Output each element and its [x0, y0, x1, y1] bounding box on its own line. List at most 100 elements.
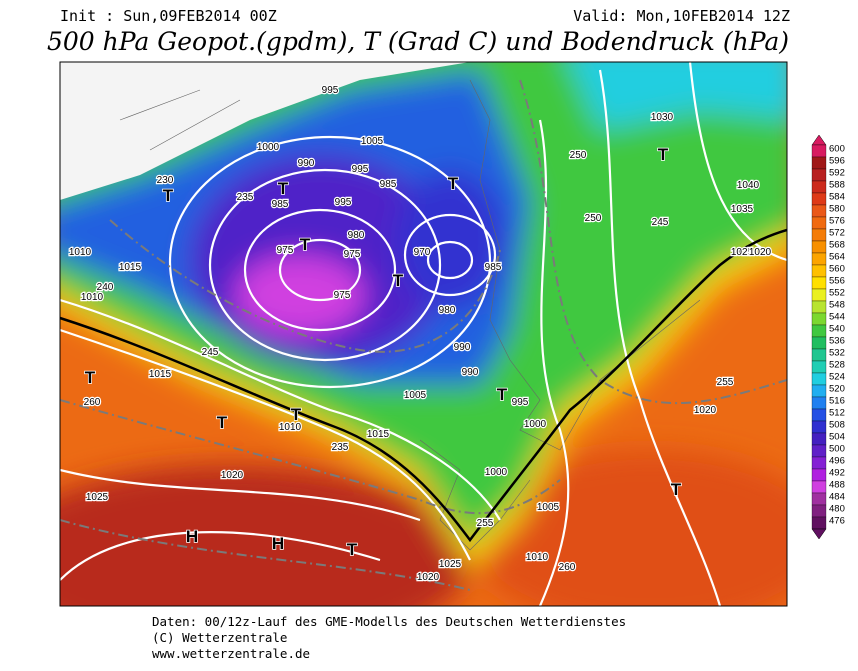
legend-swatch — [811, 504, 827, 518]
contour-label: 260 — [84, 397, 101, 408]
legend-label: 568 — [829, 240, 845, 251]
contour-label: 240 — [97, 282, 114, 293]
contour-label: 1040 — [737, 180, 760, 191]
pressure-center: T — [291, 405, 302, 424]
legend-label: 532 — [829, 348, 845, 359]
contour-label: 245 — [652, 217, 669, 228]
map-frame — [59, 61, 788, 607]
legend-label: 576 — [829, 216, 845, 227]
contour-label: 1020 — [221, 470, 244, 481]
legend-label: 524 — [829, 372, 845, 383]
contour-label: 1025 — [731, 247, 754, 258]
map-labels: 995 1000 990 985 1005 995 985 995 980 975 970 985 97… — [68, 84, 773, 585]
legend-label: 560 — [829, 264, 845, 275]
contour-label: 980 — [439, 305, 456, 316]
contour-label: 990 — [298, 158, 315, 169]
legend-swatch — [811, 264, 827, 278]
legend-label: 520 — [829, 384, 845, 395]
legend-swatch — [811, 276, 827, 290]
contour-label: 995 — [335, 197, 352, 208]
contour-label: 255 — [477, 518, 494, 529]
legend-swatch — [811, 216, 827, 230]
legend-swatch — [811, 360, 827, 374]
contour-label: 1020 — [749, 247, 772, 258]
contour-label: 1010 — [69, 247, 92, 258]
legend-swatch — [811, 324, 827, 338]
contour-label: 985 — [485, 262, 502, 273]
legend-label: 564 — [829, 252, 845, 263]
contour-label: 995 — [322, 85, 339, 96]
contour-label: 1000 — [524, 419, 547, 430]
legend-swatch — [811, 156, 827, 170]
legend-label: 548 — [829, 300, 845, 311]
legend-label: 484 — [829, 492, 845, 503]
geopotential-lines — [60, 79, 787, 591]
contour-label: 1035 — [731, 204, 754, 215]
legend-label: 492 — [829, 468, 845, 479]
legend-arrow — [811, 528, 827, 540]
footer-line: Daten: 00/12z-Lauf des GME-Modells des D… — [152, 614, 626, 629]
contour-label: 970 — [414, 247, 431, 258]
legend-swatch — [811, 468, 827, 482]
contour-label: 1010 — [526, 552, 549, 563]
legend-swatch — [811, 444, 827, 458]
contour-label: 975 — [344, 249, 361, 260]
contour-label: 1005 — [537, 502, 560, 513]
contour-label: 250 — [570, 150, 587, 161]
legend-swatch — [811, 420, 827, 434]
map-title: 500 hPa Geopot.(gpdm), T (Grad C) und Bo… — [47, 27, 789, 56]
legend-label: 536 — [829, 336, 845, 347]
legend-label: 600 — [829, 144, 845, 155]
legend-label: 572 — [829, 228, 845, 239]
legend-swatch — [811, 384, 827, 398]
pressure-center: T — [671, 480, 682, 499]
contour-label: 975 — [334, 290, 351, 301]
legend-arrow — [811, 134, 827, 146]
contour-label: 985 — [272, 199, 289, 210]
legend-swatch — [811, 204, 827, 218]
map-field: 995 1000 990 985 1005 995 985 995 980 975 970 985 97… — [60, 62, 787, 606]
pressure-center: T — [448, 174, 459, 193]
contour-label: 1030 — [651, 112, 674, 123]
legend-swatch — [811, 180, 827, 194]
legend-label: 592 — [829, 168, 845, 179]
legend-label: 580 — [829, 204, 845, 215]
legend-swatch — [811, 168, 827, 182]
contour-label: 245 — [202, 347, 219, 358]
contour-label: 260 — [559, 562, 576, 573]
legend-swatch — [811, 312, 827, 326]
contour-label: 1010 — [81, 292, 104, 303]
contour-label: 235 — [332, 442, 349, 453]
contour-label: 1010 — [279, 422, 302, 433]
legend-swatch — [811, 372, 827, 386]
legend-label: 584 — [829, 192, 845, 203]
contour-label: 230 — [157, 175, 174, 186]
contour-label: 1025 — [86, 492, 109, 503]
legend-swatch — [811, 492, 827, 506]
legend-label: 596 — [829, 156, 845, 167]
legend-swatch — [811, 432, 827, 446]
contour-label: 1005 — [361, 136, 384, 147]
contour-label: 255 — [717, 377, 734, 388]
legend-label: 496 — [829, 456, 845, 467]
contour-label: 975 — [277, 245, 294, 256]
contour-label: 1015 — [149, 369, 172, 380]
pressure-center: T — [163, 186, 174, 205]
legend-label: 540 — [829, 324, 845, 335]
legend-label: 512 — [829, 408, 845, 419]
legend-label: 552 — [829, 288, 845, 299]
isobars — [60, 62, 787, 606]
pressure-center: T — [658, 145, 669, 164]
init-time: Init : Sun,09FEB2014 00Z — [60, 7, 277, 25]
contour-label: 990 — [454, 342, 471, 353]
pressure-center: H — [272, 534, 284, 553]
legend-swatch — [811, 516, 827, 530]
valid-time: Valid: Mon,10FEB2014 12Z — [573, 7, 790, 25]
contour-label: 995 — [512, 397, 529, 408]
pressure-center: T — [347, 540, 358, 559]
legend-label: 544 — [829, 312, 845, 323]
legend-label: 556 — [829, 276, 845, 287]
footer-line: www.wetterzentrale.de — [152, 646, 310, 661]
legend-label: 528 — [829, 360, 845, 371]
